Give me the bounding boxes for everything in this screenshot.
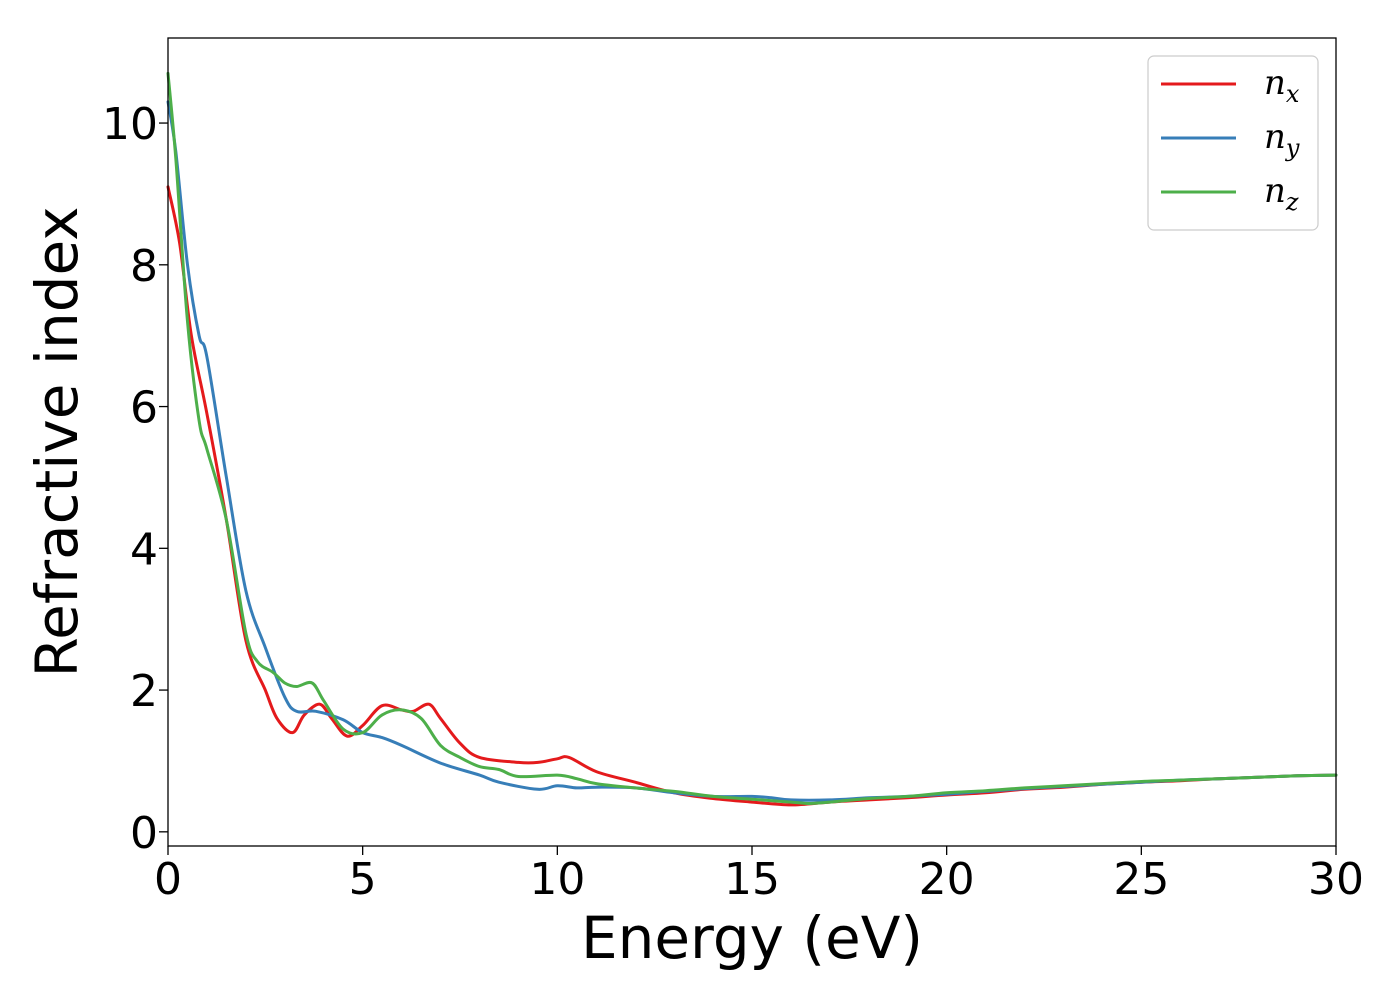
legend-box <box>1147 55 1319 231</box>
x-tick-label: 15 <box>724 854 780 905</box>
y-tick-label: 8 <box>130 241 158 292</box>
x-tick-label: 5 <box>349 854 377 905</box>
legend: nx ny nz <box>1147 55 1319 231</box>
series-line-nz <box>166 71 1338 805</box>
plot-area <box>168 38 1336 846</box>
x-tick-label: 25 <box>1113 854 1169 905</box>
legend-label-ny: ny <box>1264 117 1300 162</box>
y-tick-label: 4 <box>130 524 158 575</box>
y-tick-label: 10 <box>102 99 158 150</box>
x-tick-label: 10 <box>529 854 585 905</box>
legend-label-nz: nz <box>1264 171 1299 216</box>
x-tick-label: 20 <box>919 854 975 905</box>
x-axis-label: Energy (eV) <box>581 904 923 972</box>
x-axis: 0 5 10 15 20 25 30 <box>154 846 1364 905</box>
y-tick-label: 6 <box>130 383 158 434</box>
legend-label-nx: nx <box>1264 63 1300 108</box>
y-tick-label: 0 <box>130 808 158 859</box>
x-tick-label: 30 <box>1308 854 1364 905</box>
y-tick-label: 2 <box>130 666 158 717</box>
y-axis-label: Refractive index <box>23 206 91 677</box>
x-tick-label: 0 <box>154 854 182 905</box>
y-axis: 0 2 4 6 8 10 <box>102 99 168 859</box>
series-layer <box>166 71 1338 807</box>
